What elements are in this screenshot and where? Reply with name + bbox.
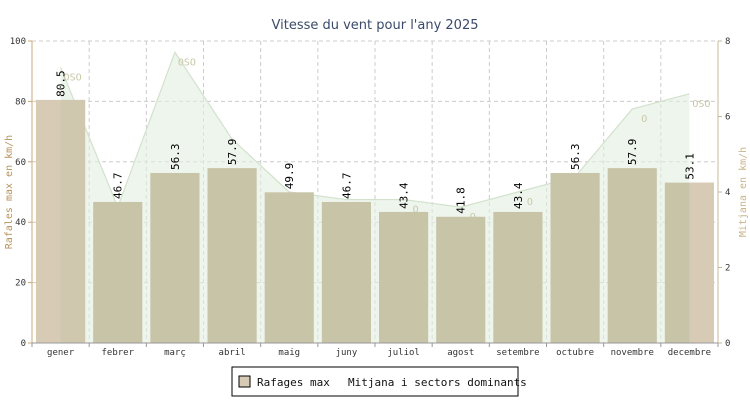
sector-label: O (470, 212, 476, 223)
sector-label: OSO (578, 182, 596, 193)
bar-value-label: 53.1 (683, 153, 696, 180)
y-tick-label: 40 (15, 218, 26, 228)
x-tick-label: juny (336, 348, 358, 358)
sector-label: O (413, 205, 419, 216)
y-tick-label: 80 (15, 97, 26, 107)
x-tick-label: setembre (496, 348, 539, 358)
bar-value-label: 57.9 (626, 139, 639, 166)
y2-tick-label: 2 (725, 264, 730, 274)
x-tick-label: novembre (611, 348, 654, 358)
y2-tick-label: 4 (725, 188, 730, 198)
bar (493, 211, 543, 343)
sector-label: O (298, 197, 304, 208)
x-tick-label: decembre (668, 348, 711, 358)
y-tick-label: 60 (15, 158, 26, 168)
bar (93, 201, 143, 343)
legend-label-bars: Rafages max (257, 376, 330, 389)
sector-label: O (355, 205, 361, 216)
bar (150, 172, 200, 343)
x-tick-label: octubre (556, 348, 594, 358)
bar (607, 168, 657, 343)
y-tick-label: 0 (21, 339, 26, 349)
bar-value-label: 56.3 (569, 143, 582, 170)
sector-labels: OSO O OSO O O O O O OSO O OSO (64, 57, 711, 223)
y-axis-label: Rafales max en km/h (4, 135, 15, 249)
bar (207, 168, 257, 343)
average-line (60, 51, 690, 209)
bar-value-label: 80.5 (55, 70, 68, 97)
x-tick-label: gener (47, 348, 75, 358)
bar (264, 192, 314, 343)
bar-overlay (60, 99, 86, 343)
bars (36, 99, 714, 343)
legend-swatch-bars (238, 375, 251, 388)
y2-axis-label: Mitjana en km/h (738, 147, 749, 237)
bar-value-label: 49.9 (283, 163, 296, 190)
legend-label-area: Mitjana i sectors dominants (348, 376, 527, 389)
legend-box (231, 366, 519, 397)
x-tick-label: abril (219, 348, 246, 358)
legend: Rafages max Mitjana i sectors dominants (231, 366, 527, 397)
bar-value-label: 46.7 (112, 172, 125, 199)
bar (550, 172, 600, 343)
bar (379, 211, 429, 343)
bar (436, 216, 486, 343)
bar-overlay (689, 182, 714, 343)
sector-label: O (641, 114, 647, 125)
sector-label: O (527, 197, 533, 208)
bar-value-label: 41.8 (455, 187, 468, 214)
sector-label: OSO (178, 57, 196, 68)
x-tick-label: maig (278, 348, 300, 358)
y-tick-label: 20 (15, 279, 26, 289)
x-tick-label: març (164, 348, 186, 358)
bar-value-label: 57.9 (226, 139, 239, 165)
y2-tick-label: 6 (725, 113, 730, 123)
bar-value-label: 43.4 (512, 182, 525, 209)
bar-value-label: 56.3 (169, 143, 182, 170)
ticks: 0 20 40 60 80 100 0 2 4 6 8 gener febrer març abril mai… (10, 37, 731, 358)
y-tick-label: 100 (10, 37, 26, 47)
sector-label: OSO (64, 72, 82, 83)
x-tick-label: juliol (387, 348, 420, 358)
x-tick-label: agost (447, 348, 474, 358)
y2-tick-label: 8 (725, 37, 730, 47)
chart-title: Vitesse du vent pour l'any 2025 (272, 18, 479, 33)
bar (321, 201, 371, 343)
y2-tick-label: 0 (725, 339, 730, 349)
sector-label: OSO (692, 99, 710, 110)
bar-value-label: 46.7 (340, 172, 353, 199)
data-labels: 80.5 46.7 56.3 57.9 49.9 46.7 43.4 41.8 43.4 56.3… (55, 70, 697, 213)
x-tick-label: febrer (101, 348, 134, 358)
bar-value-label: 43.4 (398, 182, 411, 209)
sector-label: O (127, 212, 133, 223)
